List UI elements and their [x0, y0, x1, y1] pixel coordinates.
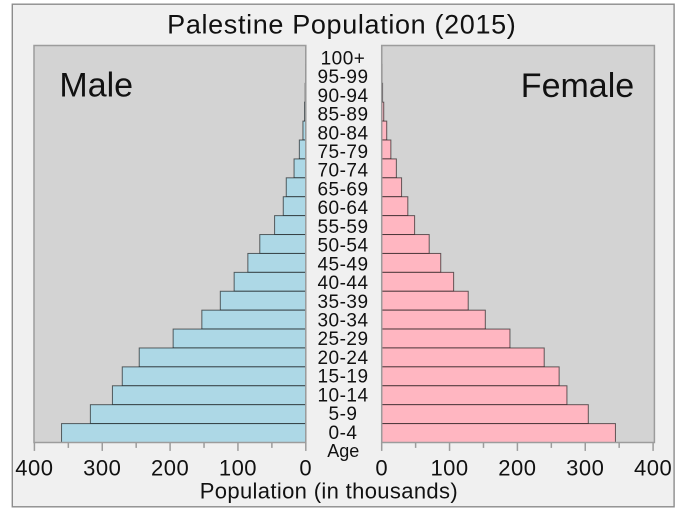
- svg-text:75-79: 75-79: [317, 142, 368, 163]
- svg-text:45-49: 45-49: [317, 254, 368, 275]
- svg-text:100: 100: [219, 455, 257, 480]
- svg-text:Population (in thousands): Population (in thousands): [200, 478, 458, 503]
- svg-text:85-89: 85-89: [317, 105, 368, 126]
- svg-text:Age: Age: [327, 441, 359, 461]
- svg-text:Palestine Population (2015): Palestine Population (2015): [167, 10, 516, 40]
- svg-text:100: 100: [430, 455, 468, 480]
- svg-text:200: 200: [498, 455, 536, 480]
- svg-text:Male: Male: [59, 67, 133, 105]
- svg-text:0-4: 0-4: [329, 423, 358, 444]
- svg-text:50-54: 50-54: [317, 236, 368, 257]
- svg-text:300: 300: [566, 455, 604, 480]
- svg-text:25-29: 25-29: [317, 329, 368, 350]
- svg-text:15-19: 15-19: [317, 367, 368, 388]
- svg-text:60-64: 60-64: [317, 198, 368, 219]
- svg-text:65-69: 65-69: [317, 179, 368, 200]
- svg-text:40-44: 40-44: [317, 273, 368, 294]
- svg-text:0: 0: [299, 455, 312, 480]
- svg-text:80-84: 80-84: [317, 123, 368, 144]
- svg-text:200: 200: [151, 455, 189, 480]
- svg-text:35-39: 35-39: [317, 292, 368, 313]
- svg-text:100+: 100+: [321, 48, 366, 69]
- svg-text:30-34: 30-34: [317, 310, 368, 331]
- svg-text:55-59: 55-59: [317, 217, 368, 238]
- svg-text:90-94: 90-94: [317, 86, 368, 107]
- svg-text:20-24: 20-24: [317, 348, 368, 369]
- svg-text:Female: Female: [521, 67, 634, 105]
- svg-text:300: 300: [83, 455, 121, 480]
- svg-text:95-99: 95-99: [317, 67, 368, 88]
- svg-text:400: 400: [634, 455, 672, 480]
- svg-text:0: 0: [375, 455, 388, 480]
- svg-text:10-14: 10-14: [317, 385, 368, 406]
- svg-text:5-9: 5-9: [329, 404, 358, 425]
- svg-text:400: 400: [15, 455, 53, 480]
- svg-text:70-74: 70-74: [317, 161, 368, 182]
